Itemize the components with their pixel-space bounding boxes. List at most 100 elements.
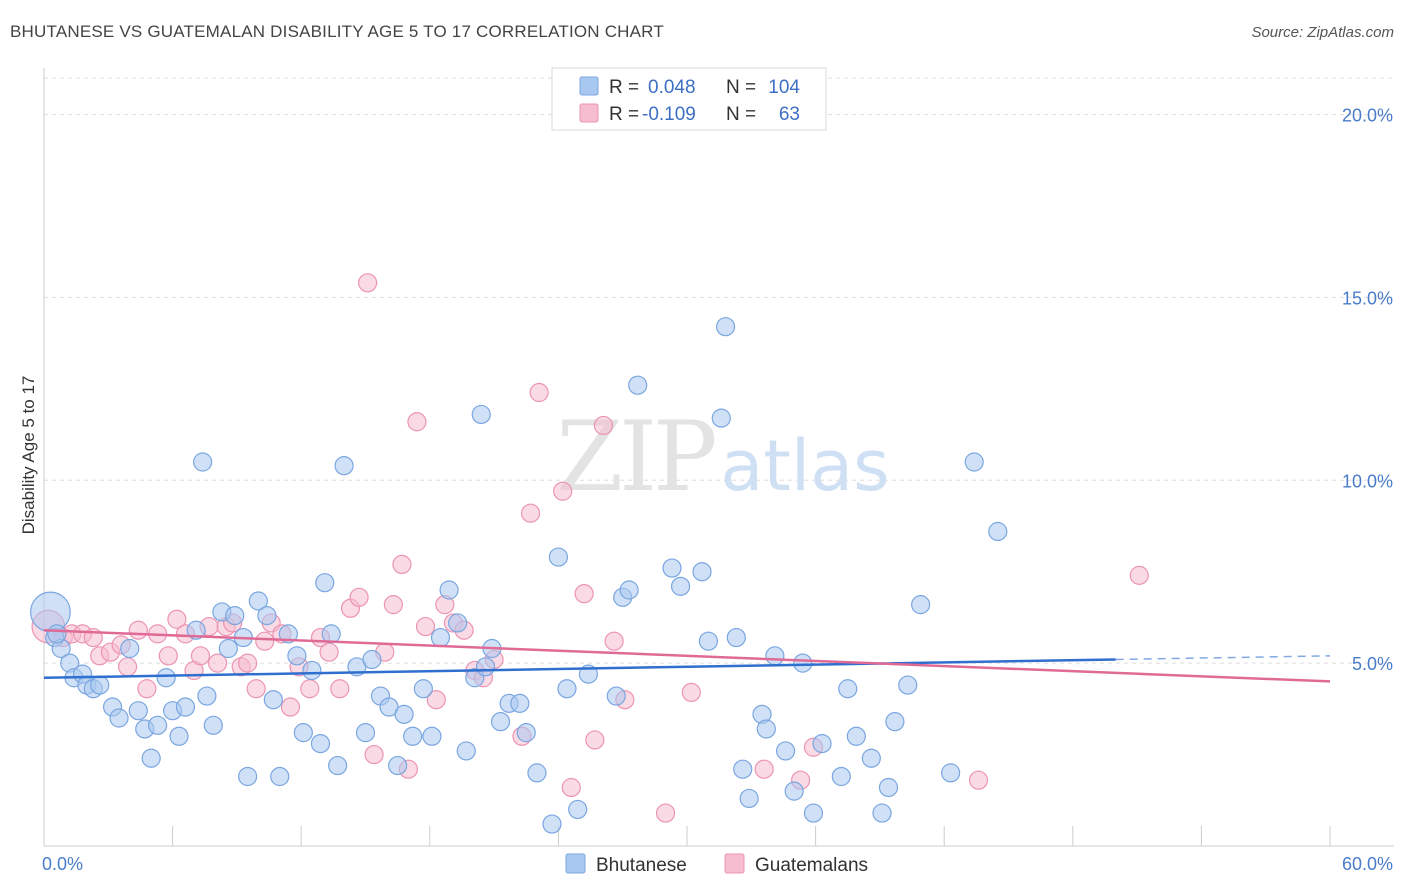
bhutanese-point [872,803,892,823]
bhutanese-point [238,766,258,787]
bhutanese-point [475,657,496,677]
guatemalans-point [561,777,581,798]
legend-r-value-1: 0.048 [648,77,696,98]
bhutanese-point [861,748,881,768]
bhutanese-point [793,653,813,673]
bhutanese-point [715,317,736,337]
guatemalans-point [968,770,989,790]
guatemalans-point [190,646,211,666]
guatemalans-point [415,616,436,637]
guatemalans-point [754,759,774,779]
bhutanese-point [193,452,213,472]
bhutanese-point [988,521,1008,542]
bhutanese-point [941,763,961,783]
chart-source: Source: ZipAtlas.com [1251,24,1394,41]
guatemalans-point [280,697,301,717]
bhutanese-trend-extension [1115,655,1331,661]
grid [44,77,1394,664]
bhutanese-point [197,686,217,706]
legend: R = 0.048 N = 104 R = -0.109 N = 63 [551,67,827,131]
y-tick-labels: 5.0% 10.0% 15.0% 20.0% [1342,106,1393,675]
bhutanese-point [548,547,569,567]
axes [43,68,1394,847]
guatemalans-point [358,273,378,293]
bhutanese-point [141,748,161,768]
bhutanese-point [733,759,753,779]
y-tick-label: 15.0% [1342,288,1393,308]
bhutanese-point [225,605,245,626]
bhutanese-point [568,799,588,820]
bhutanese-point [302,660,322,681]
bhutanese-point [542,814,562,834]
bhutanese-point [456,741,476,761]
bhutanese-point [557,679,577,699]
bhutanese-point [765,646,785,666]
bhutanese-point [878,777,899,798]
bhutanese-point [257,605,277,626]
bhutanese-point [510,693,530,713]
guatemalans-point [238,653,258,673]
bhutanese-points [30,317,1008,834]
legend-swatch-guatemalans [579,103,599,123]
guatemalans-point [330,679,350,699]
guatemalans-point [1129,565,1149,585]
bhutanese-point [670,576,691,596]
bhutanese-point [698,631,719,651]
bhutanese-point [831,766,851,787]
bottom-legend-guatemalans: Guatemalans [755,855,868,876]
y-tick-label: 10.0% [1342,471,1393,491]
bhutanese-point [430,627,451,648]
guatemalans-point [128,620,148,640]
bhutanese-point [278,624,298,644]
watermark-zip: ZIP [556,401,715,513]
watermark: ZIP atlas [556,401,889,513]
x-tick-label-max: 60.0% [1342,854,1393,874]
bhutanese-point [619,580,639,600]
bhutanese-point [315,573,335,593]
guatemalans-point [255,631,275,651]
guatemalans-point [137,679,157,699]
bhutanese-point [334,456,354,476]
bhutanese-point [128,701,148,721]
guatemalans-trend-line [43,628,1331,683]
bhutanese-point [692,562,712,582]
legend-swatch-bhutanese [579,76,599,96]
bhutanese-point [175,697,196,717]
bhutanese-point [606,686,626,706]
bhutanese-point [394,704,414,724]
bhutanese-point [711,408,731,428]
guatemalans-point [208,653,228,673]
bhutanese-point [964,452,984,472]
bhutanese-point [156,668,176,688]
bhutanese-point [218,638,238,659]
guatemalans-point [167,609,187,629]
bhutanese-point [270,766,290,787]
x-tick-label-min: 0.0% [42,854,83,874]
bhutanese-point [388,755,408,776]
legend-n-label-2: N = [726,104,756,125]
guatemalans-points [31,273,1149,823]
guatemalans-point [364,744,384,765]
bhutanese-point [248,591,268,611]
bhutanese-point [169,726,189,746]
bhutanese-point [726,627,746,648]
legend-n-value-2: 63 [779,104,800,125]
guatemalans-point [246,679,266,699]
guatemalans-point [520,503,541,523]
bhutanese-point [812,733,832,754]
guatemalans-point [392,554,412,575]
bhutanese-trend-line [43,658,1116,680]
legend-n-label-1: N = [726,77,756,98]
bottom-legend: Bhutanese Guatemalans [565,853,868,876]
guatemalans-point [349,587,369,607]
y-axis-label: Disability Age 5 to 17 [19,376,38,535]
x-tick-labels: 0.0% 60.0% [42,854,1393,874]
bottom-legend-swatch-guatemalans [724,853,745,874]
bhutanese-point [775,741,796,761]
bhutanese-point [355,723,376,743]
bhutanese-point [328,755,348,776]
guatemalans-point [604,631,624,651]
bhutanese-point [90,675,110,695]
bhutanese-point [846,726,866,746]
